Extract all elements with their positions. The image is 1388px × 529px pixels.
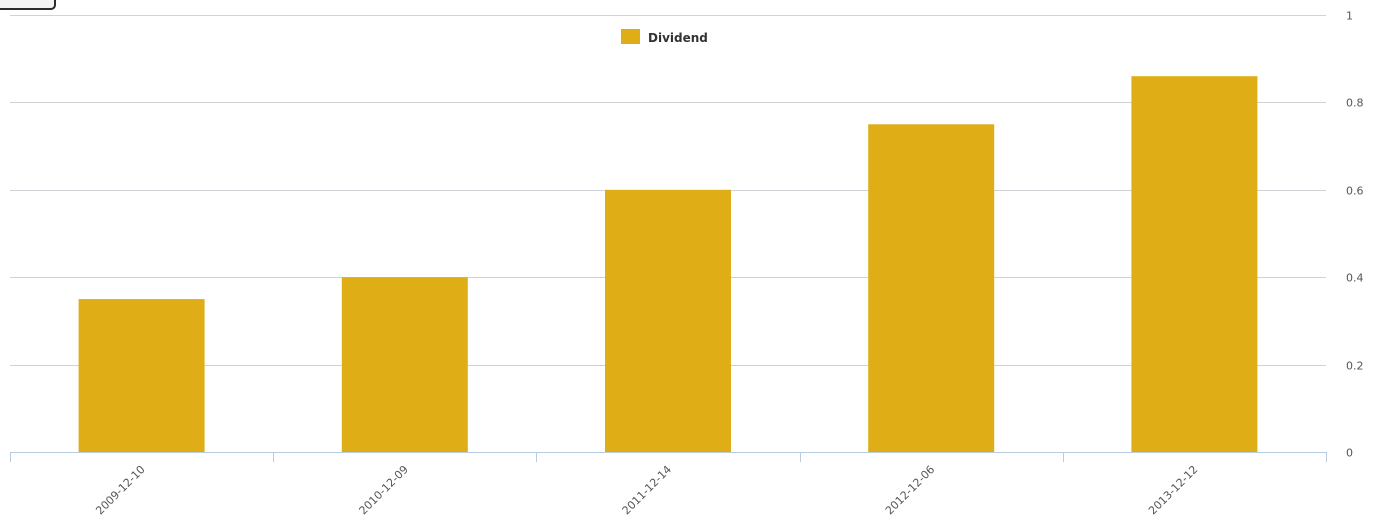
y-tick-label: 0.6: [1346, 185, 1364, 198]
bar-dividend-2013-12-12[interactable]: [1131, 76, 1258, 452]
bar-dividend-2012-12-06[interactable]: [868, 124, 995, 453]
legend-swatch[interactable]: [621, 29, 640, 44]
y-tick-label: 0.2: [1346, 360, 1364, 373]
bar-dividend-2011-12-14[interactable]: [605, 189, 731, 453]
bar-dividend-2010-12-09[interactable]: [341, 277, 468, 452]
bar-series: [78, 76, 1258, 453]
y-tick-label: 0.4: [1346, 272, 1364, 285]
bar-dividend-2009-12-10[interactable]: [78, 299, 205, 452]
y-axis-tick-labels: 0 0.2 0.4 0.6 0.8 1: [1346, 10, 1364, 460]
x-tick-label: 2010-12-09: [357, 463, 411, 517]
legend[interactable]: Dividend: [621, 29, 708, 45]
x-axis-tick-labels: 2009-12-10 2010-12-09 2011-12-14 2012-12-06…: [93, 463, 1200, 517]
x-tick-label: 2013-12-12: [1146, 463, 1200, 517]
x-axis: [10, 452, 1327, 462]
y-tick-label: 0: [1346, 447, 1353, 460]
x-tick-label: 2012-12-06: [883, 463, 937, 517]
y-tick-label: 0.8: [1346, 97, 1364, 110]
x-tick-label: 2009-12-10: [93, 463, 147, 517]
legend-label-dividend[interactable]: Dividend: [648, 31, 708, 45]
x-tick-label: 2011-12-14: [620, 463, 674, 517]
chart-menu-button[interactable]: [0, 0, 56, 10]
y-tick-label: 1: [1346, 10, 1353, 23]
